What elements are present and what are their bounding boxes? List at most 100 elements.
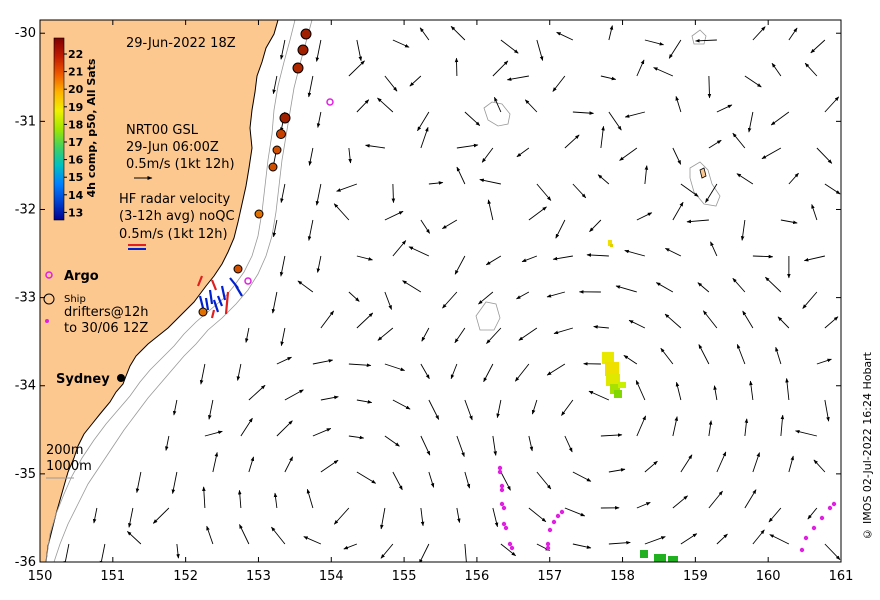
current-arrow — [271, 526, 286, 545]
current-arrow — [420, 363, 430, 380]
land-australia — [40, 20, 279, 562]
current-arrow — [392, 240, 407, 257]
current-arrow — [636, 501, 651, 509]
current-arrow — [420, 507, 425, 527]
colorbar-tick-label: 16 — [68, 154, 84, 167]
current-arrow — [316, 111, 322, 128]
current-arrow — [777, 316, 790, 329]
hf-title: HF radar velocity — [119, 192, 231, 207]
current-arrow — [320, 459, 339, 473]
current-arrow — [556, 31, 574, 41]
current-arrow — [564, 134, 580, 149]
current-arrow — [500, 543, 516, 557]
current-arrow — [171, 471, 178, 494]
current-arrow — [236, 363, 242, 381]
current-arrow — [680, 183, 699, 197]
current-arrow — [664, 313, 682, 329]
current-arrow — [377, 97, 394, 113]
current-arrow — [307, 75, 314, 98]
current-arrow — [496, 399, 502, 419]
current-arrow — [208, 399, 214, 420]
y-tick-label: -34 — [15, 379, 36, 394]
colorbar-tick-label: 15 — [68, 171, 83, 184]
current-arrow — [615, 285, 638, 293]
x-tick-label: 154 — [319, 569, 344, 584]
current-arrow — [608, 111, 622, 131]
current-arrow — [483, 363, 494, 383]
current-arrow — [127, 531, 142, 545]
y-tick-label: -32 — [15, 202, 36, 217]
current-arrow — [644, 460, 658, 473]
seamount-contour — [475, 301, 501, 331]
current-arrow — [280, 327, 286, 347]
drifter-legend-label2: to 30/06 12Z — [64, 321, 148, 336]
x-tick-label: 160 — [756, 569, 781, 584]
current-arrow — [248, 456, 255, 473]
current-arrow — [384, 363, 406, 371]
current-arrow — [586, 253, 609, 257]
current-arrow — [343, 543, 358, 550]
x-tick-label: 158 — [610, 569, 635, 584]
current-arrow — [564, 435, 573, 453]
x-tick-label: 161 — [829, 569, 854, 584]
current-arrow — [199, 363, 206, 385]
current-arrow — [316, 255, 322, 273]
current-arrow — [320, 395, 339, 401]
current-arrow — [572, 111, 594, 115]
current-arrow — [732, 132, 746, 149]
current-arrow — [747, 111, 754, 133]
current-arrow — [204, 430, 223, 437]
island — [699, 167, 707, 179]
credit-text: © IMOS 02-Jul-2022 16:24 Hobart — [861, 352, 874, 541]
current-arrow — [456, 507, 461, 524]
current-arrow — [312, 359, 334, 365]
current-arrow — [644, 165, 649, 185]
current-arrow — [128, 507, 134, 528]
current-arrow — [284, 389, 304, 401]
current-arrow — [752, 452, 760, 473]
current-arrow — [824, 183, 841, 195]
current-arrow — [810, 39, 826, 54]
current-arrow — [172, 399, 178, 416]
current-arrow — [736, 343, 746, 365]
current-arrow — [464, 111, 481, 126]
current-arrow — [377, 327, 394, 341]
current-arrow — [561, 399, 574, 416]
current-arrow — [803, 255, 825, 262]
current-arrow — [680, 454, 693, 473]
current-arrow — [675, 95, 682, 113]
current-arrow — [408, 246, 430, 257]
current-arrow — [708, 139, 722, 149]
current-arrow — [672, 201, 684, 221]
depth-1000m-label: 1000m — [46, 459, 92, 474]
sydney-label: Sydney — [56, 372, 110, 387]
current-arrow — [428, 181, 444, 185]
current-arrow — [450, 25, 466, 41]
current-arrow — [785, 377, 790, 401]
ship-legend-label: Ship — [64, 294, 86, 305]
current-arrow — [307, 219, 314, 241]
x-axis: 150 151 152 153 154 155 156 157 158 159 160 161 — [28, 20, 854, 584]
current-arrow — [702, 310, 718, 329]
current-arrow — [795, 430, 817, 437]
current-arrow — [450, 363, 458, 380]
current-arrow — [392, 471, 403, 491]
current-arrow — [572, 471, 592, 482]
colorbar-tick-label: 22 — [68, 48, 83, 61]
current-arrow — [456, 166, 466, 185]
current-arrow — [698, 344, 710, 365]
current-arrow — [623, 355, 638, 365]
current-arrow — [276, 356, 292, 365]
current-arrow — [237, 489, 242, 509]
argo-float — [244, 277, 252, 285]
gsl-title: NRT00 GSL — [126, 123, 199, 138]
current-arrow — [320, 310, 335, 329]
current-arrow — [788, 27, 798, 41]
current-arrow — [555, 219, 566, 239]
x-tick-label: 155 — [392, 569, 417, 584]
current-arrow — [279, 255, 286, 277]
current-arrow — [312, 428, 332, 437]
contour-200m — [45, 20, 296, 562]
current-arrow — [768, 507, 782, 523]
current-arrow — [419, 543, 430, 562]
